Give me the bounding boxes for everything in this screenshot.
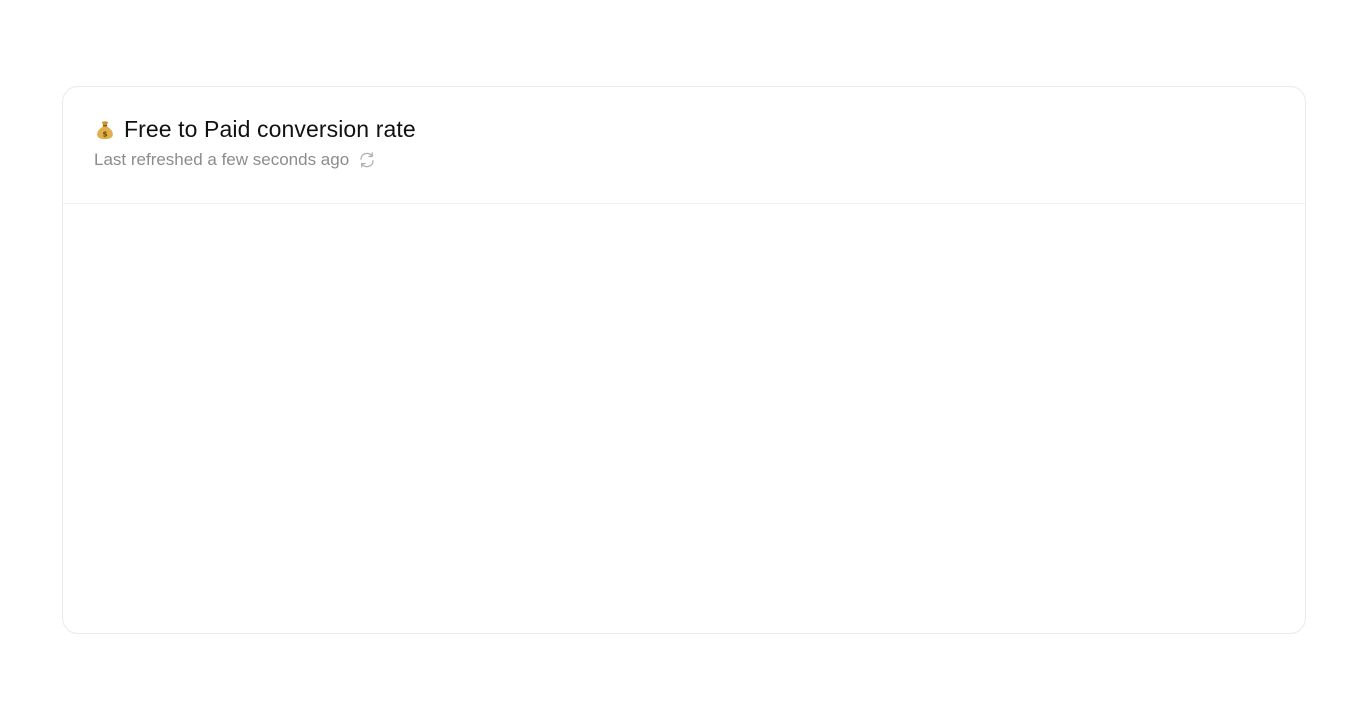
card-header: $ Free to Paid conversion rate Last refr… <box>63 87 1305 204</box>
refresh-icon[interactable] <box>358 151 376 169</box>
title-row: $ Free to Paid conversion rate <box>94 116 416 143</box>
money-bag-icon: $ <box>97 120 113 139</box>
card-title: Free to Paid conversion rate <box>124 116 416 142</box>
chart-card: $ Free to Paid conversion rate Last refr… <box>62 86 1306 634</box>
last-refreshed-text: Last refreshed a few seconds ago <box>94 150 350 169</box>
subtitle-row: Last refreshed a few seconds ago <box>94 150 376 170</box>
svg-text:$: $ <box>102 129 107 138</box>
